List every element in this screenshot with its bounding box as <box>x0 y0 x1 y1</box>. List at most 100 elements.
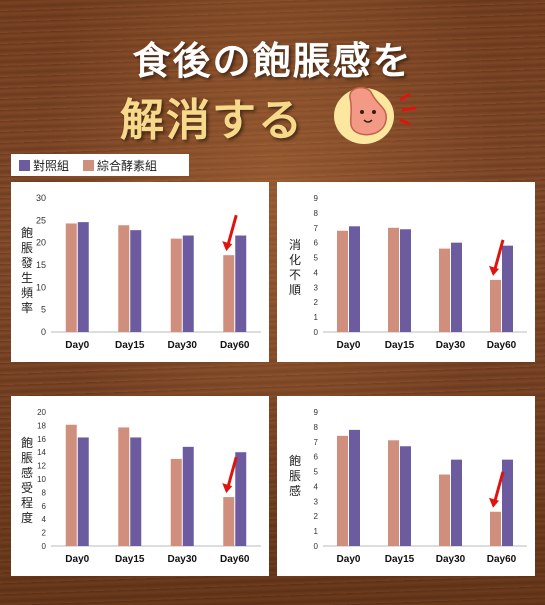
x-tick-label: Day0 <box>337 340 361 351</box>
bar-treatment <box>118 427 130 546</box>
x-tick-label: Day30 <box>168 340 198 351</box>
y-tick-label: 3 <box>314 497 319 506</box>
y-tick-label: 16 <box>37 435 46 444</box>
bar-treatment <box>65 424 77 546</box>
y-tick-label: 5 <box>314 254 319 263</box>
bar-control <box>400 229 411 332</box>
y-tick-label: 30 <box>36 193 46 203</box>
legend-swatch-control <box>19 159 30 171</box>
y-axis-label: 飽脹感 <box>289 454 302 498</box>
chart-panel-2: 消化不順 0 1 2 3 4 5 6 7 8 9 Day0 Day15 Day30 Day60 <box>277 182 535 362</box>
y-tick-label: 4 <box>314 482 319 491</box>
x-tick-label: Day0 <box>65 554 89 565</box>
bar-treatment <box>118 225 130 332</box>
y-tick-label: 7 <box>314 438 319 447</box>
bar-control <box>502 459 513 546</box>
y-tick-label: 6 <box>314 453 319 462</box>
bar-treatment <box>490 279 501 332</box>
legend-label-treatment: 綜合酵素組 <box>97 158 158 173</box>
x-tick-label: Day15 <box>115 554 145 565</box>
y-tick-label: 10 <box>37 475 46 484</box>
y-tick-label: 20 <box>37 408 46 417</box>
y-tick-label: 8 <box>314 209 319 218</box>
y-tick-label: 9 <box>314 408 319 417</box>
red-arrow-shaft <box>226 214 238 245</box>
x-tick-label: Day0 <box>65 340 89 351</box>
y-tick-label: 0 <box>314 328 319 337</box>
x-tick-label: Day30 <box>436 340 466 351</box>
y-tick-label: 6 <box>314 239 319 248</box>
bar-control <box>130 437 142 546</box>
y-tick-label: 8 <box>42 488 47 497</box>
bar-treatment <box>388 440 399 546</box>
page-subtitle: 解消する <box>120 95 304 146</box>
chart-panel-3: 飽脹感受程度 0 2 4 6 8 10 12 14 16 18 20 Day0 Day15 Day30 Da… <box>11 396 269 576</box>
y-tick-label: 14 <box>37 448 46 457</box>
x-tick-label: Day15 <box>385 554 415 565</box>
y-tick-label: 15 <box>36 260 46 270</box>
y-tick-label: 1 <box>314 313 319 322</box>
y-tick-label: 0 <box>314 542 319 551</box>
bar-control <box>235 235 247 332</box>
bar-control <box>451 459 462 546</box>
y-tick-label: 2 <box>314 298 319 307</box>
y-tick-label: 18 <box>37 421 46 430</box>
y-tick-label: 6 <box>42 502 47 511</box>
chart-legend: 對照組 綜合酵素組 <box>11 154 189 176</box>
y-tick-label: 25 <box>36 215 46 225</box>
y-tick-label: 1 <box>314 527 319 536</box>
bar-treatment <box>337 230 348 332</box>
x-tick-label: Day60 <box>487 554 517 565</box>
y-axis-label: 飽脹感受程度 <box>21 436 34 525</box>
x-tick-label: Day60 <box>220 340 250 351</box>
bar-control <box>400 446 411 546</box>
x-tick-label: Day0 <box>337 554 361 565</box>
x-tick-label: Day60 <box>220 554 250 565</box>
chart-panel-1: 飽脹發生頻率 0 5 10 15 20 25 30 Day0 Day15 Day30 Day60 <box>11 182 269 362</box>
bar-control <box>451 242 462 332</box>
legend-swatch-treatment <box>83 159 95 171</box>
x-tick-label: Day15 <box>385 340 415 351</box>
y-tick-label: 2 <box>314 512 319 521</box>
x-tick-label: Day30 <box>168 554 198 565</box>
red-arrow-head <box>489 497 499 508</box>
bar-treatment <box>170 458 182 546</box>
y-tick-label: 7 <box>314 224 319 233</box>
red-arrow-shaft <box>493 239 505 270</box>
y-tick-label: 4 <box>42 515 47 524</box>
page-title: 食後の飽脹感を <box>132 38 413 83</box>
y-tick-label: 20 <box>36 238 46 248</box>
y-tick-label: 0 <box>41 327 46 337</box>
bar-control <box>130 230 142 332</box>
bar-treatment <box>65 223 77 332</box>
bar-treatment <box>170 238 182 332</box>
bar-chart-4: 0 1 2 3 4 5 6 7 8 9 Day0 Day15 Day30 Day60 <box>314 408 527 565</box>
bar-treatment <box>223 497 235 546</box>
y-tick-label: 4 <box>314 268 319 277</box>
red-arrow-shaft <box>226 456 238 487</box>
x-tick-label: Day15 <box>115 340 145 351</box>
red-arrow-shaft <box>493 471 505 502</box>
bar-control <box>77 437 89 546</box>
bar-treatment <box>223 255 235 332</box>
y-axis-label: 消化不順 <box>289 238 302 297</box>
bar-control <box>182 235 194 332</box>
bar-treatment <box>388 227 399 332</box>
bar-treatment <box>439 474 450 546</box>
y-tick-label: 5 <box>314 468 319 477</box>
y-tick-label: 0 <box>42 542 47 551</box>
bar-control <box>77 222 89 332</box>
bar-control <box>502 245 513 332</box>
bar-control <box>349 429 360 546</box>
chart-panel-4: 飽脹感 0 1 2 3 4 5 6 7 8 9 Day0 Day15 Day30 Day60 <box>277 396 535 576</box>
bar-control <box>235 452 247 546</box>
stomach-mascot-icon <box>334 86 417 144</box>
y-tick-label: 12 <box>37 462 46 471</box>
bar-treatment <box>439 248 450 332</box>
y-tick-label: 10 <box>36 282 46 292</box>
y-tick-label: 5 <box>41 305 46 315</box>
y-tick-label: 2 <box>42 529 47 538</box>
red-arrow-head <box>222 483 233 494</box>
legend-label-control: 對照組 <box>33 158 70 173</box>
bar-chart-2: 0 1 2 3 4 5 6 7 8 9 Day0 Day15 Day30 Day60 <box>314 194 527 351</box>
